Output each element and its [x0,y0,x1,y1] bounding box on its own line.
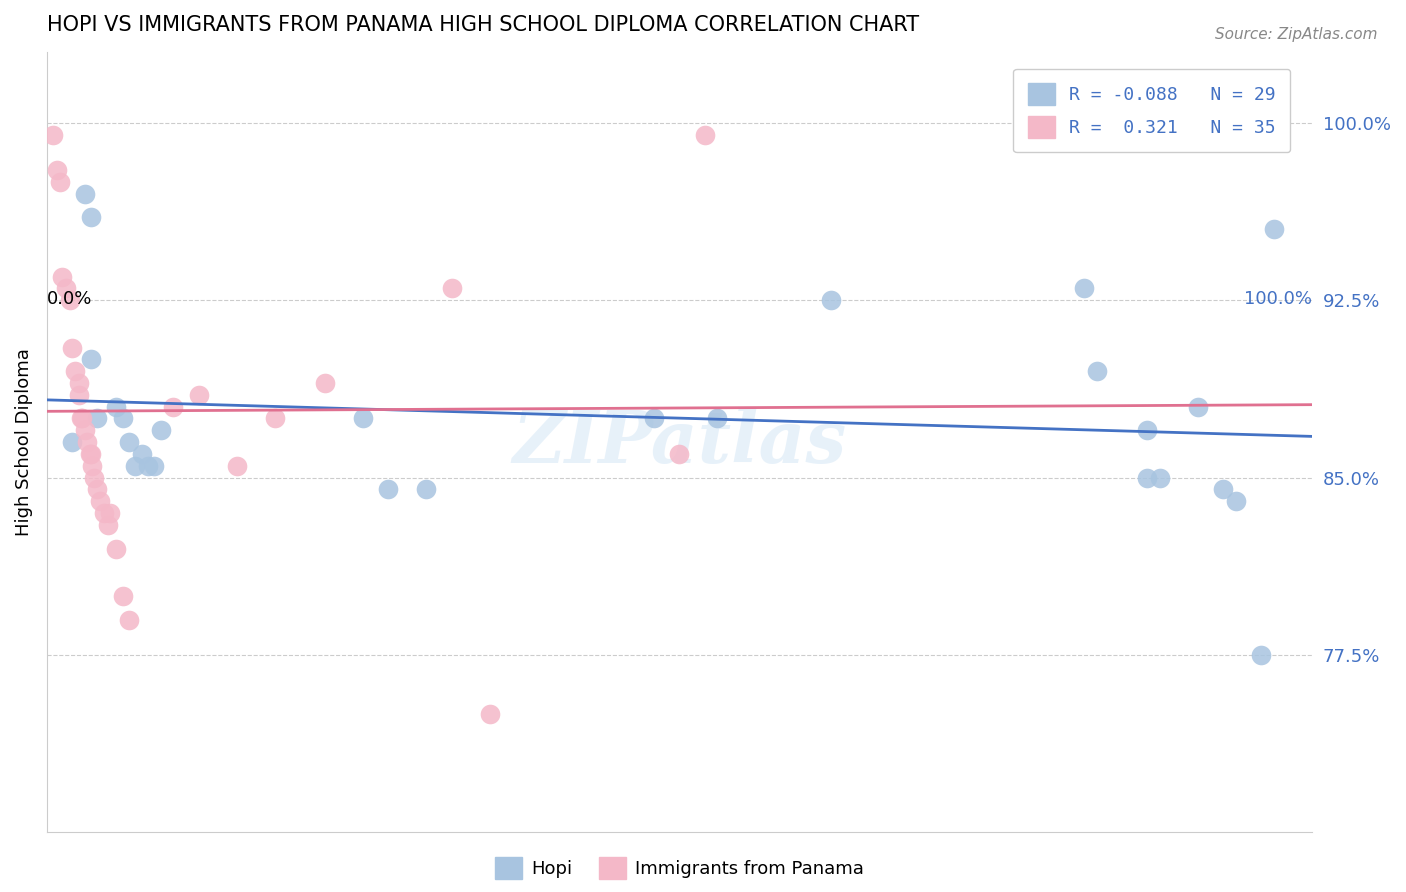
Point [136,458,159,473]
Point [97,517,120,532]
Point [1187,400,1209,414]
Point [162,400,184,414]
Point [105,400,128,414]
Point [60,435,83,450]
Point [80,447,103,461]
Point [820,293,842,308]
Point [1136,423,1159,437]
Point [643,411,665,425]
Point [143,458,166,473]
Point [73,423,96,437]
Text: 100.0%: 100.0% [1244,290,1312,308]
Point [79,447,101,461]
Point [111,589,134,603]
Point [82,458,104,473]
Point [105,541,128,556]
Point [149,423,172,437]
Point [415,483,437,497]
Point [118,613,141,627]
Point [1225,494,1247,508]
Point [1263,222,1285,236]
Point [76,435,98,450]
Point [67,376,90,390]
Point [1149,470,1171,484]
Point [80,211,103,225]
Point [1085,364,1108,378]
Text: Source: ZipAtlas.com: Source: ZipAtlas.com [1215,27,1378,42]
Point [1250,648,1272,662]
Point [225,458,247,473]
Point [1136,470,1159,484]
Point [73,186,96,201]
Y-axis label: High School Diploma: High School Diploma [15,348,32,536]
Point [51,269,73,284]
Point [93,506,115,520]
Point [131,447,153,461]
Point [1073,281,1095,295]
Point [440,281,463,295]
Point [72,411,94,425]
Text: 0.0%: 0.0% [46,290,93,308]
Point [86,483,108,497]
Point [46,163,69,178]
Text: HOPI VS IMMIGRANTS FROM PANAMA HIGH SCHOOL DIPLOMA CORRELATION CHART: HOPI VS IMMIGRANTS FROM PANAMA HIGH SCHO… [46,15,920,35]
Point [59,293,82,308]
Point [706,411,728,425]
Point [668,447,690,461]
Point [377,483,399,497]
Point [314,376,336,390]
Point [70,411,93,425]
Point [60,341,83,355]
Point [55,281,77,295]
Legend: R = -0.088   N = 29, R =  0.321   N = 35: R = -0.088 N = 29, R = 0.321 N = 35 [1014,69,1291,153]
Point [48,175,70,189]
Point [42,128,65,142]
Point [111,411,134,425]
Point [80,352,103,367]
Point [67,388,90,402]
Text: ZIPatlas: ZIPatlas [512,407,846,477]
Point [1212,483,1234,497]
Point [83,470,105,484]
Point [693,128,716,142]
Point [86,411,108,425]
Point [352,411,374,425]
Point [263,411,285,425]
Point [478,707,501,722]
Point [98,506,121,520]
Point [124,458,146,473]
Point [89,494,111,508]
Point [118,435,141,450]
Point [63,364,86,378]
Point [187,388,209,402]
